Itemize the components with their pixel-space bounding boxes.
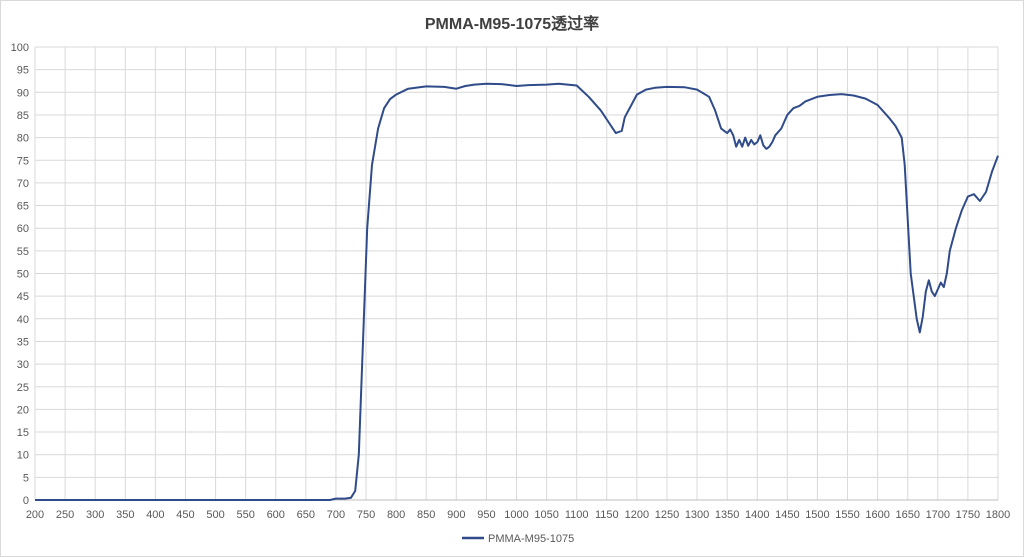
x-axis-ticks: 200 250 300 350 400 450 500 550 600 650 700 750 800 8… [26, 509, 1010, 521]
x-tick-label: 700 [327, 509, 345, 521]
y-axis-ticks: 0 5 10 15 20 25 30 35 40 45 50 55 60 65 70 75 80 85 90 95 10… [11, 42, 29, 507]
x-tick-label: 1450 [775, 509, 799, 521]
x-tick-label: 1800 [986, 509, 1010, 521]
x-tick-label: 1300 [685, 509, 709, 521]
y-tick-label: 0 [23, 495, 29, 507]
y-tick-label: 70 [17, 178, 29, 190]
x-tick-label: 1600 [865, 509, 889, 521]
x-tick-label: 250 [56, 509, 74, 521]
x-tick-label: 750 [357, 509, 375, 521]
x-tick-label: 1050 [534, 509, 558, 521]
series-layer [35, 82, 999, 501]
y-tick-label: 100 [11, 42, 29, 54]
chart-title: PMMA-M95-1075透过率 [424, 16, 600, 33]
x-tick-label: 650 [297, 509, 315, 521]
y-tick-label: 65 [17, 201, 29, 213]
x-tick-label: 1700 [926, 509, 950, 521]
x-tick-label: 350 [116, 509, 134, 521]
x-tick-label: 800 [387, 509, 405, 521]
x-tick-label: 1000 [504, 509, 528, 521]
y-tick-label: 80 [17, 133, 29, 145]
x-tick-label: 400 [146, 509, 164, 521]
x-tick-label: 1650 [895, 509, 919, 521]
x-tick-label: 950 [477, 509, 495, 521]
x-tick-label: 550 [236, 509, 254, 521]
y-tick-label: 20 [17, 404, 29, 416]
y-tick-label: 45 [17, 291, 29, 303]
x-tick-label: 300 [86, 509, 104, 521]
x-tick-label: 1550 [835, 509, 859, 521]
x-tick-label: 1400 [745, 509, 769, 521]
y-tick-label: 55 [17, 246, 29, 258]
x-tick-label: 600 [267, 509, 285, 521]
x-tick-label: 1150 [595, 509, 619, 521]
y-tick-label: 30 [17, 359, 29, 371]
x-tick-label: 850 [417, 509, 435, 521]
grid-lines [34, 46, 999, 501]
y-tick-label: 35 [17, 336, 29, 348]
x-tick-label: 450 [176, 509, 194, 521]
x-tick-label: 1500 [805, 509, 829, 521]
x-tick-label: 200 [26, 509, 44, 521]
x-tick-label: 1750 [956, 509, 980, 521]
x-tick-label: 900 [447, 509, 465, 521]
legend: PMMA-M95-1075 [462, 533, 574, 545]
legend-label: PMMA-M95-1075 [488, 533, 574, 545]
y-tick-label: 60 [17, 223, 29, 235]
y-tick-label: 95 [17, 65, 29, 77]
x-tick-label: 1100 [565, 509, 589, 521]
x-tick-label: 1350 [715, 509, 739, 521]
y-tick-label: 90 [17, 87, 29, 99]
y-tick-label: 50 [17, 269, 29, 281]
y-tick-label: 75 [17, 155, 29, 167]
y-tick-label: 25 [17, 382, 29, 394]
x-tick-label: 1200 [625, 509, 649, 521]
x-tick-label: 1250 [655, 509, 679, 521]
y-tick-label: 15 [17, 427, 29, 439]
x-tick-label: 500 [206, 509, 224, 521]
y-tick-label: 40 [17, 314, 29, 326]
y-tick-label: 10 [17, 450, 29, 462]
series-line [35, 82, 999, 501]
y-tick-label: 85 [17, 110, 29, 122]
y-tick-label: 5 [23, 472, 29, 484]
